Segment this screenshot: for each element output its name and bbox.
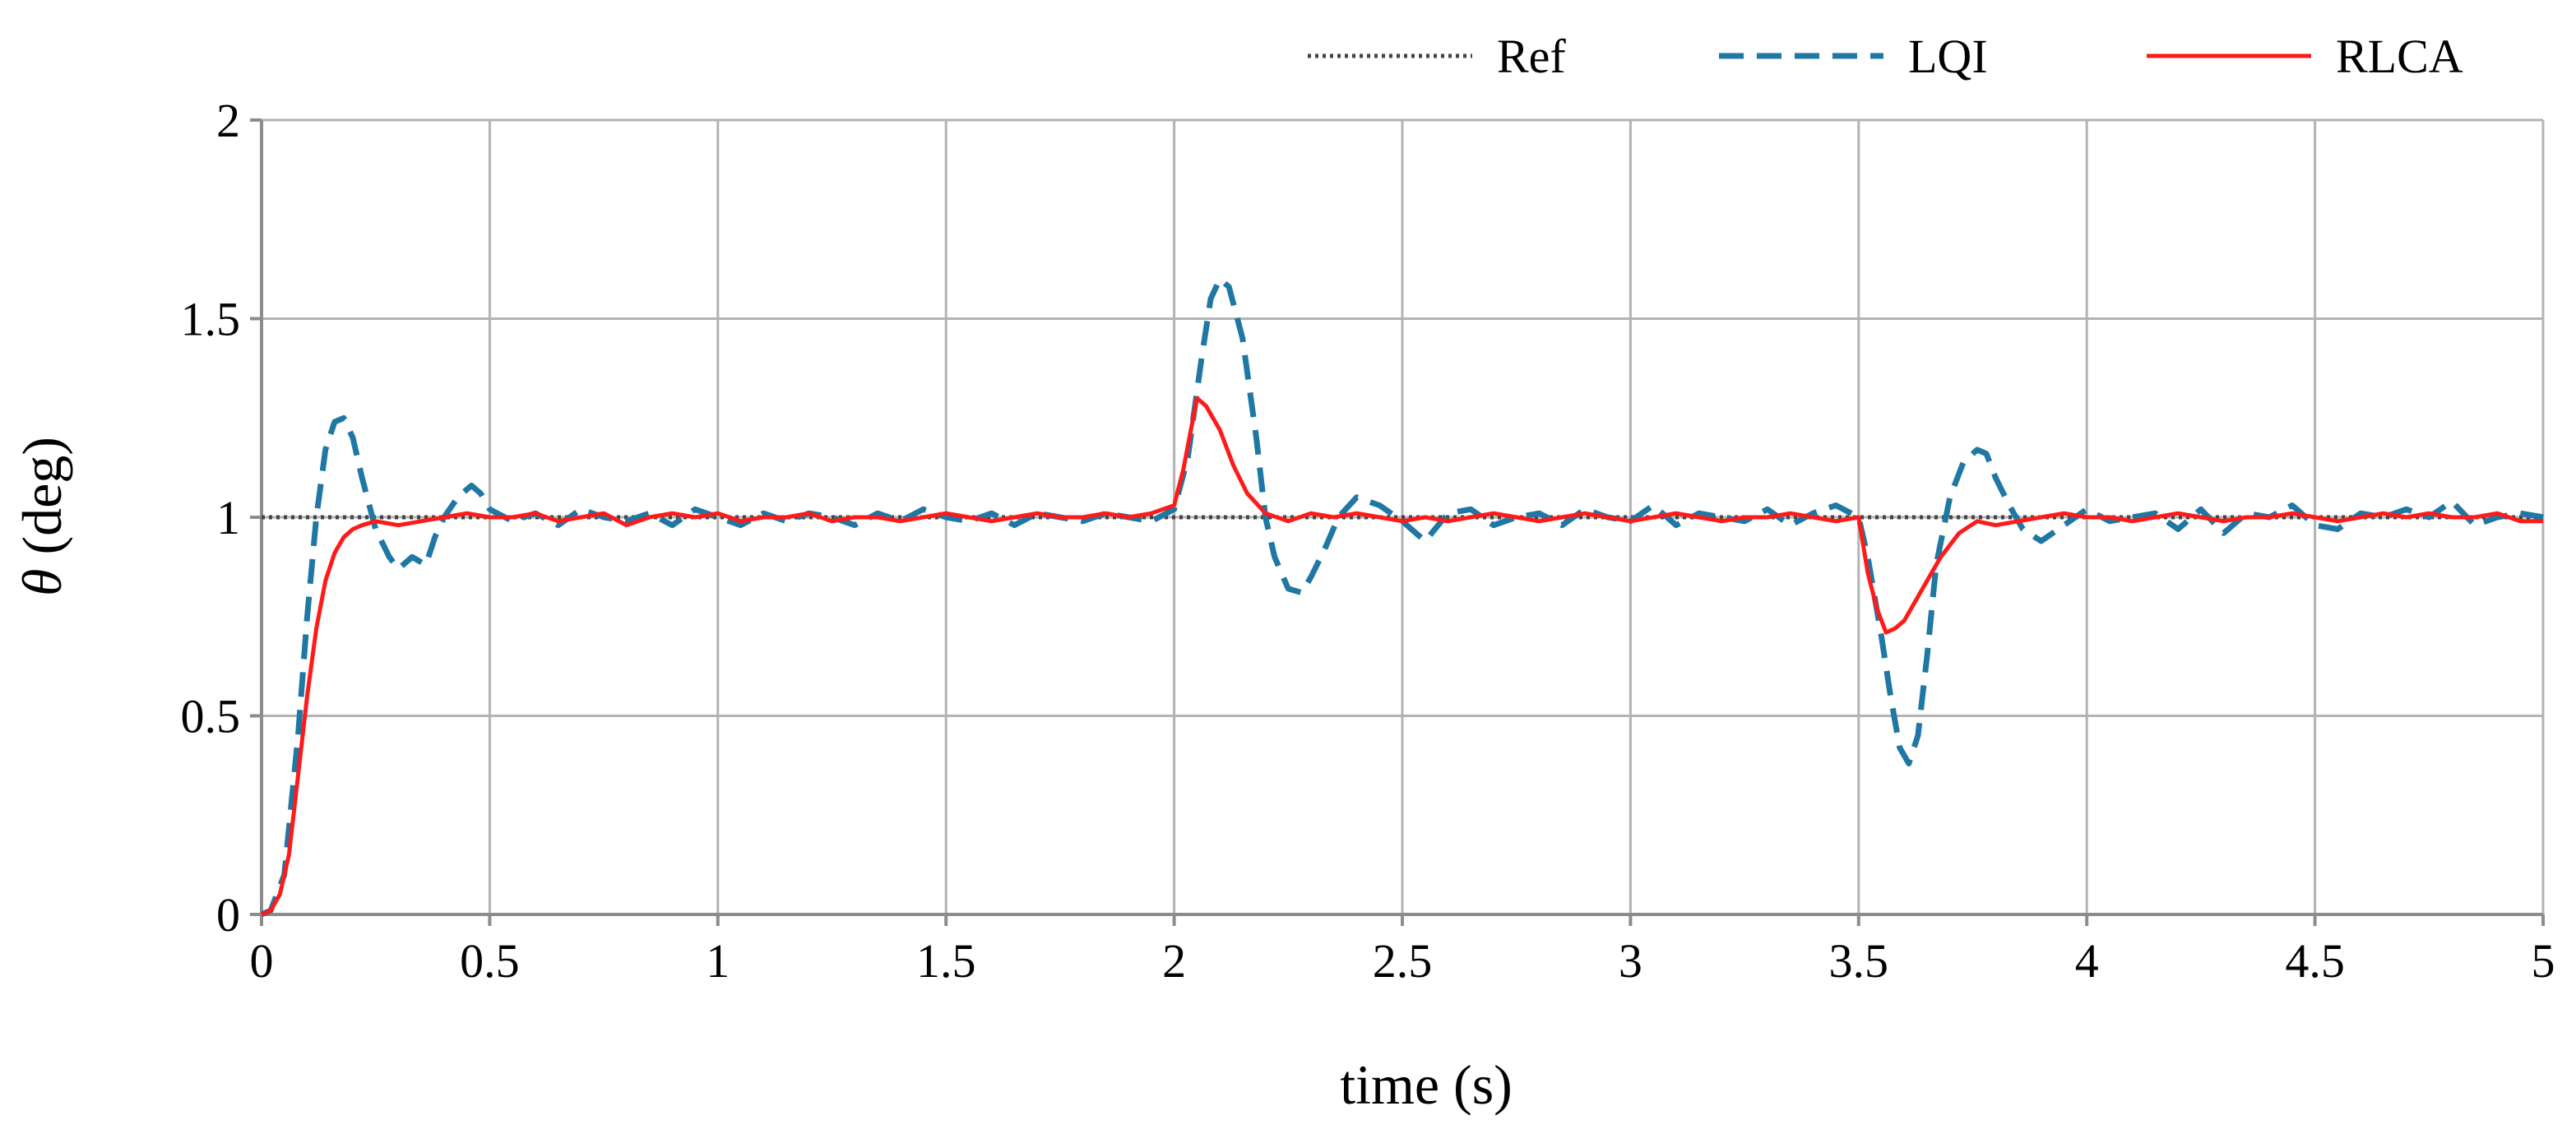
y-tick-label: 0.5 [181,690,241,743]
y-axis-symbol: θ [11,569,73,596]
x-tick-label: 2.5 [1373,934,1433,988]
x-tick-label: 1 [706,934,730,988]
x-tick-label: 3.5 [1829,934,1889,988]
series-line-rlca [261,396,2543,917]
legend: Ref LQI RLCA [1308,30,2463,83]
tick-labels: 0 0.5 1 1.5 2 2.5 3 3.5 4 4.5 5 0 0.5 1 1.5 2 [181,94,2555,988]
x-tick-label: 0 [250,934,274,988]
series-line-lqi [260,275,2544,918]
x-tick-label: 4.5 [2285,934,2345,988]
x-tick-label: 2 [1162,934,1186,988]
plot-area [260,275,2544,918]
x-tick-label: 0.5 [460,934,520,988]
legend-label-lqi: LQI [1908,30,1988,83]
x-tick-label: 3 [1619,934,1642,988]
y-tick-label: 2 [216,94,240,147]
legend-label-ref: Ref [1497,30,1566,83]
y-axis-unit: (deg) [11,437,73,568]
legend-label-rlca: RLCA [2336,30,2463,83]
y-tick-label: 1 [216,491,240,544]
y-axis-title: θ (deg) [11,437,73,596]
y-tick-label: 1.5 [181,293,241,346]
x-axis-title: time (s) [1340,1053,1513,1116]
axes [250,118,2545,926]
y-tick-label: 0 [216,888,240,942]
x-tick-label: 1.5 [916,934,976,988]
x-tick-label: 4 [2075,934,2099,988]
x-tick-label: 5 [2532,934,2555,988]
